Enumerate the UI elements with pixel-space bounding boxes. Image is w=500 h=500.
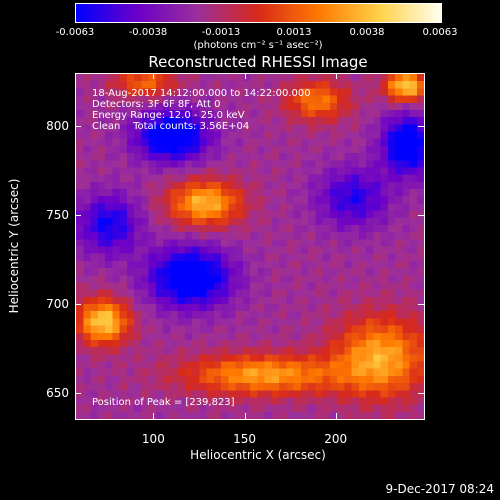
x-tick-label: 150 xyxy=(233,432,256,446)
y-tick-mark xyxy=(418,126,424,128)
y-tick-label: 800 xyxy=(46,119,69,134)
y-tick-label: 700 xyxy=(46,297,69,312)
colorbar-tick-label: 0.0063 xyxy=(422,27,458,38)
x-tick-mark xyxy=(244,413,246,419)
colorbar-tick-label: 0.0013 xyxy=(276,27,312,38)
x-tick-mark xyxy=(335,73,337,79)
annotation-time: 18-Aug-2017 14:12:00.000 to 14:22:00.000 xyxy=(92,88,311,99)
annotation-detectors: Detectors: 3F 6F 8F, Att 0 xyxy=(92,99,221,110)
y-tick-label: 650 xyxy=(46,386,69,401)
y-tick-mark xyxy=(418,304,424,306)
x-tick-mark xyxy=(153,73,155,79)
x-tick-label: 200 xyxy=(324,432,348,446)
x-tick-mark xyxy=(335,413,337,419)
y-axis-label: Heliocentric Y (arcsec) xyxy=(7,178,21,314)
y-tick-mark xyxy=(75,304,81,306)
y-tick-mark xyxy=(75,215,81,217)
y-tick-mark xyxy=(418,215,424,217)
colorbar-tick-label: 0.0038 xyxy=(349,27,385,38)
y-tick-mark xyxy=(418,393,424,395)
timestamp-footer: 9-Dec-2017 08:24 xyxy=(385,482,494,496)
plot-area: 18-Aug-2017 14:12:00.000 to 14:22:00.000… xyxy=(75,73,425,420)
heatmap-image xyxy=(76,74,424,419)
colorbar-tick-label: -0.0038 xyxy=(128,27,168,38)
x-tick-label: 100 xyxy=(141,432,165,446)
chart-title: Reconstructed RHESSI Image xyxy=(148,53,368,71)
x-tick-mark xyxy=(244,73,246,79)
annotation-energy: Energy Range: 12.0 - 25.0 keV xyxy=(92,110,245,121)
colorbar-units: (photons cm⁻² s⁻¹ asec⁻²) xyxy=(193,40,323,51)
x-axis-label: Heliocentric X (arcsec) xyxy=(190,448,326,462)
colorbar xyxy=(75,3,442,23)
y-tick-mark xyxy=(75,126,81,128)
x-tick-mark xyxy=(153,413,155,419)
colorbar-tick-label: -0.0013 xyxy=(201,27,241,38)
annotation-peak: Position of Peak = [239,823] xyxy=(92,397,235,408)
y-tick-label: 750 xyxy=(46,208,69,223)
y-tick-mark xyxy=(75,393,81,395)
colorbar-tick-label: -0.0063 xyxy=(55,27,95,38)
annotation-counts: Clean Total counts: 3.56E+04 xyxy=(92,121,250,132)
